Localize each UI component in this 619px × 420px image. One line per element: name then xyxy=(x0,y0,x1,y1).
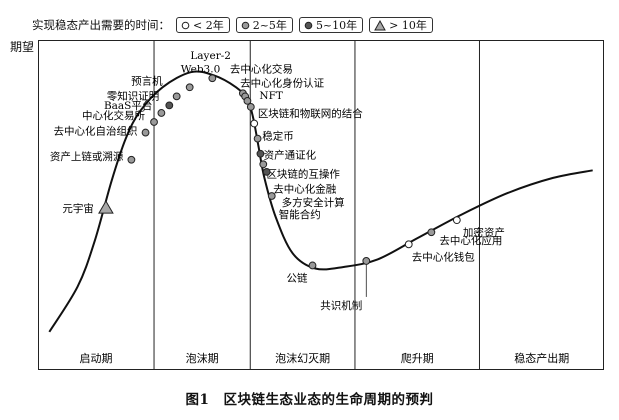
point-label: 区块链和物联网的结合 xyxy=(258,107,363,120)
point-label: 去中心化应用 xyxy=(439,234,502,247)
data-point xyxy=(262,167,271,176)
open-circle-icon xyxy=(181,21,190,29)
data-point xyxy=(185,83,194,92)
point-label: 稳定币 xyxy=(262,130,294,143)
point-label: 加密资产 xyxy=(463,226,505,239)
legend-item-lt2: < 2年 xyxy=(176,17,230,33)
dark-circle-icon xyxy=(304,21,313,29)
data-point xyxy=(141,128,150,137)
legend-label-2to5: 2~5年 xyxy=(252,19,287,32)
chart-frame xyxy=(38,40,604,370)
legend-item-2to5: 2~5年 xyxy=(235,17,293,33)
data-point xyxy=(127,155,136,164)
legend-item-gt10: > 10年 xyxy=(369,17,433,33)
point-label: Web3.0 xyxy=(181,63,221,75)
figure-caption: 图1 区块链生态业态的生命周期的预判 xyxy=(0,388,619,408)
point-label: 中心化交易所 xyxy=(82,109,145,122)
legend-item-5to10: 5~10年 xyxy=(298,17,364,33)
point-label: 共识机制 xyxy=(320,299,362,312)
point-label: 去中心化金融 xyxy=(273,182,336,195)
point-label: 去中心化钱包 xyxy=(412,250,475,263)
data-point xyxy=(157,109,166,117)
point-label: 元宇宙 xyxy=(62,202,94,215)
y-axis-label: 期望 xyxy=(10,40,35,54)
data-point xyxy=(243,96,252,105)
data-point xyxy=(256,149,265,158)
legend-label-lt2: < 2年 xyxy=(193,19,224,32)
legend: 实现稳态产出需要的时间： < 2年 2~5年 5~10年 > 10年 xyxy=(32,15,439,35)
point-label: 零知识证明 xyxy=(107,89,160,102)
legend-label-gt10: > 10年 xyxy=(389,19,427,32)
point-label: 智能合约 xyxy=(279,208,321,221)
data-point xyxy=(259,160,268,169)
point-label: 资产通证化 xyxy=(264,149,317,162)
phase-label: 泡沫幻灭期 xyxy=(275,351,330,365)
legend-title: 实现稳态产出需要的时间： xyxy=(32,18,170,32)
phase-label: 泡沫期 xyxy=(186,351,219,365)
point-label: 多方安全计算 xyxy=(282,196,345,209)
point-label: Layer-2 xyxy=(190,50,231,62)
data-point xyxy=(246,103,255,111)
data-point xyxy=(427,228,436,237)
data-point xyxy=(308,261,317,270)
phase-label: 启动期 xyxy=(80,352,113,365)
point-label: 公链 xyxy=(287,271,308,284)
data-point xyxy=(172,92,181,101)
data-point xyxy=(150,118,158,126)
data-point xyxy=(208,74,217,83)
point-label: BaaS平台 xyxy=(104,99,152,112)
data-point xyxy=(250,119,259,128)
point-label: 去中心化交易 xyxy=(230,62,293,75)
triangle-icon xyxy=(374,19,387,30)
data-point xyxy=(404,240,413,249)
point-label: 去中心化身份认证 xyxy=(240,76,324,89)
point-label: 区块链的互操作 xyxy=(266,168,340,181)
data-point xyxy=(362,257,371,265)
phase-label: 爬升期 xyxy=(401,352,434,365)
data-point xyxy=(253,134,262,143)
gray-circle-icon xyxy=(241,21,250,29)
phase-label: 稳态产出期 xyxy=(514,351,569,365)
point-label: 预言机 xyxy=(131,74,163,87)
point-label: 资产上链或溯源 xyxy=(50,150,124,163)
point-label: 去中心化自治组织 xyxy=(54,125,138,138)
data-point xyxy=(165,101,174,110)
data-point-triangle xyxy=(98,200,114,214)
hype-curve xyxy=(48,70,593,333)
legend-label-5to10: 5~10年 xyxy=(315,19,358,32)
figure-caption-text: 区块链生态业态的生命周期的预判 xyxy=(223,392,434,408)
data-point xyxy=(452,216,461,225)
data-point xyxy=(267,192,276,200)
point-label: NFT xyxy=(259,90,282,102)
figure-number: 图1 xyxy=(185,392,210,408)
